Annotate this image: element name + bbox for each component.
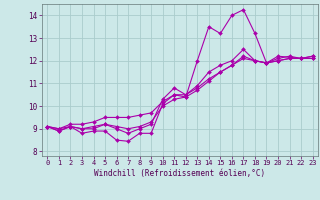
X-axis label: Windchill (Refroidissement éolien,°C): Windchill (Refroidissement éolien,°C) [94,169,266,178]
